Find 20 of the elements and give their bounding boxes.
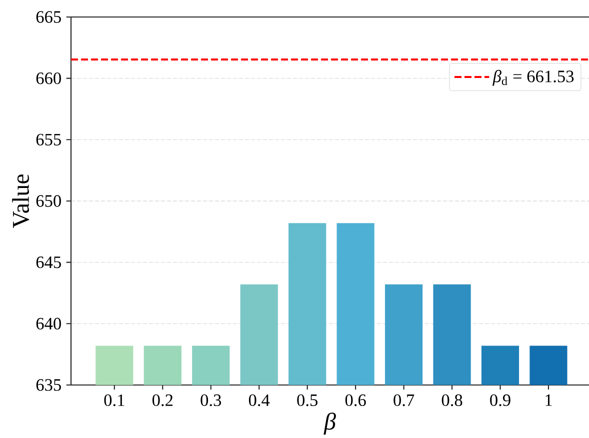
x-tick-label: 0.4 (248, 394, 270, 406)
legend-label: β$_{d}$ = 661.53 (492, 70, 574, 86)
x-tick-label: 0.9 (490, 394, 510, 406)
x-axis-title: β (324, 412, 336, 435)
y-tick-label: 665 (36, 11, 61, 23)
x-tick-label: 1 (546, 394, 552, 406)
x-tick-label: 0.1 (104, 394, 124, 406)
x-tick-label: 0.6 (345, 394, 366, 406)
y-tick-label: 645 (36, 256, 61, 268)
y-tick-label: 640 (36, 318, 61, 330)
y-tick-label: 650 (36, 195, 61, 207)
y-tick-label: 635 (36, 379, 61, 391)
x-tick-label: 0.5 (297, 394, 318, 406)
x-tick-label: 0.3 (200, 394, 222, 406)
x-tick-label: 0.8 (442, 394, 462, 406)
y-tick-label: 655 (36, 134, 61, 146)
y-tick-label: 660 (36, 72, 61, 84)
x-tick-label: 0.7 (394, 394, 414, 406)
y-axis-title: Value (12, 174, 30, 228)
x-tick-label: 0.2 (152, 394, 173, 406)
